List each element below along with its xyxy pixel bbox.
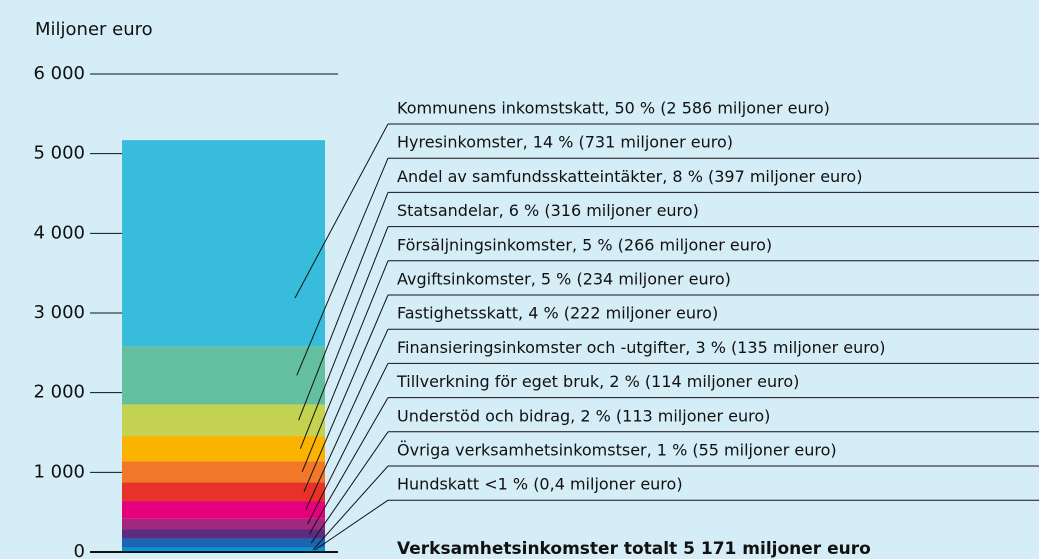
- y-tick-label: 0: [74, 541, 85, 559]
- leader-line: [298, 192, 389, 421]
- legend-label: Avgiftsinkomster, 5 % (234 miljoner euro…: [397, 270, 731, 289]
- leader-line: [294, 123, 389, 299]
- legend-label: Finansieringsinkomster och -utgifter, 3 …: [397, 338, 885, 357]
- bar-segment: [122, 140, 325, 347]
- y-tick-label: 6 000: [33, 63, 85, 84]
- y-tick-label: 1 000: [33, 461, 85, 482]
- leader-line: [308, 397, 389, 535]
- leader-line: [314, 499, 389, 551]
- leader-line: [299, 226, 389, 449]
- y-tick-label: 4 000: [33, 222, 85, 243]
- leader-line: [305, 328, 389, 511]
- y-tick-label: 5 000: [33, 143, 85, 164]
- legend-label: Kommunens inkomstskatt, 50 % (2 586 milj…: [397, 99, 830, 118]
- legend-label: Andel av samfundsskatteintäkter, 8 % (39…: [397, 167, 862, 186]
- legend-label: Understöd och bidrag, 2 % (113 miljoner …: [397, 406, 770, 425]
- legend-label: Försäljningsinkomster, 5 % (266 miljoner…: [397, 235, 772, 254]
- legend-label: Hundskatt <1 % (0,4 miljoner euro): [397, 475, 683, 494]
- y-tick-label: 3 000: [33, 302, 85, 323]
- bar-segment: [122, 404, 325, 437]
- bar-segment: [122, 461, 325, 483]
- y-axis-label: Miljoner euro: [35, 19, 153, 40]
- leader-line: [310, 431, 389, 544]
- bar-segment: [122, 482, 325, 502]
- bar-segment: [122, 529, 325, 539]
- leader-line: [307, 363, 389, 525]
- legend-label: Statsandelar, 6 % (316 miljoner euro): [397, 201, 699, 220]
- legend-label: Fastighetsskatt, 4 % (222 miljoner euro): [397, 304, 718, 323]
- bar-segment: [122, 547, 325, 552]
- leader-line: [303, 294, 389, 492]
- leader-line: [312, 465, 389, 551]
- leader-line: [301, 260, 389, 473]
- y-tick-label: 2 000: [33, 382, 85, 403]
- bar-segment: [122, 518, 325, 530]
- bar-segment: [122, 346, 325, 405]
- legend-label: Tillverkning för eget bruk, 2 % (114 mil…: [396, 372, 799, 391]
- legend-label: Hyresinkomster, 14 % (731 miljoner euro): [397, 133, 733, 152]
- legend-label: Övriga verksamhetsinkomstser, 1 % (55 mi…: [397, 441, 837, 460]
- leader-line: [296, 158, 389, 376]
- bar-segment: [122, 538, 325, 548]
- bar-segment: [122, 501, 325, 519]
- bar-segment: [122, 436, 325, 462]
- total-label: Verksamhetsinkomster totalt 5 171 miljon…: [397, 539, 871, 559]
